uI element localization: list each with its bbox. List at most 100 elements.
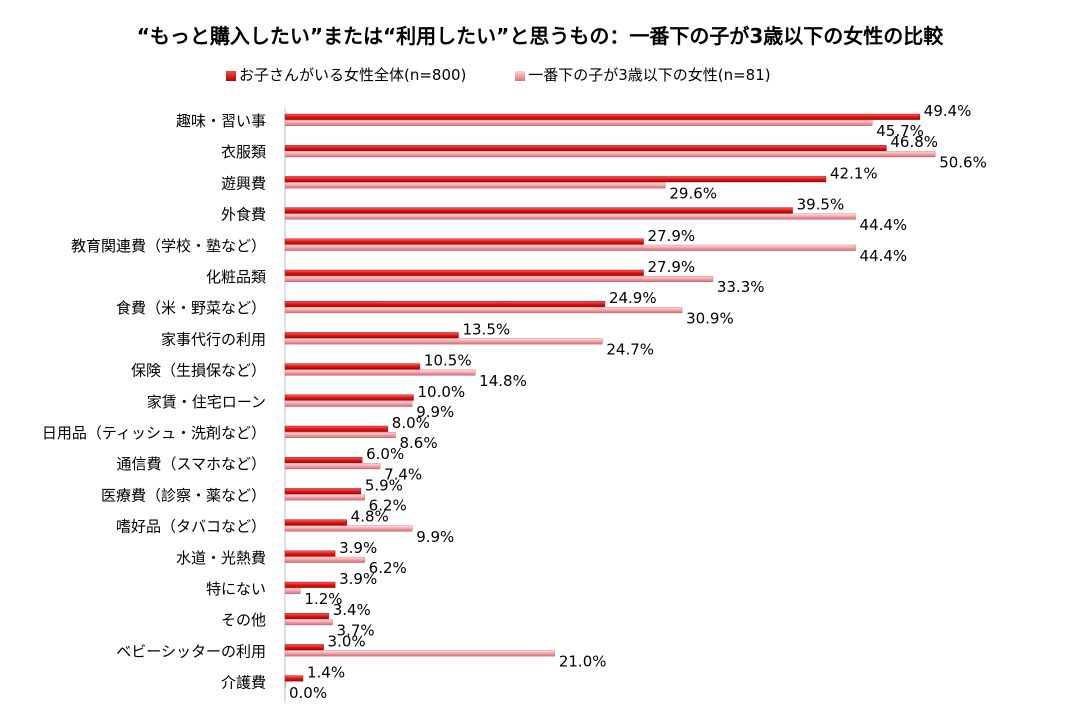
bar-all <box>284 613 329 620</box>
data-label-all: 27.9% <box>648 227 696 245</box>
legend-label-all-mothers: お子さんがいる女性全体(n=800) <box>239 66 467 84</box>
bar-under3 <box>284 119 873 126</box>
bar-all <box>284 113 920 120</box>
bar-under3 <box>284 307 683 314</box>
data-label-all: 10.0% <box>418 383 466 401</box>
data-label-all: 49.4% <box>924 102 972 120</box>
category-label: 外食費 <box>221 206 266 224</box>
data-label-under3: 21.0% <box>559 653 607 671</box>
category-label: 遊興費 <box>221 174 266 192</box>
data-label-all: 8.0% <box>392 414 430 432</box>
bar-all <box>284 363 421 370</box>
category-label: 食費（米・野菜など） <box>116 299 266 317</box>
data-label-under3: 24.7% <box>606 341 654 359</box>
bar-under3 <box>284 556 365 563</box>
bar-all <box>284 332 459 339</box>
category-label: 保険（生損保など） <box>131 362 266 380</box>
bar-under3 <box>284 244 856 251</box>
bar-under3 <box>284 650 556 657</box>
data-label-under3: 6.2% <box>369 559 407 577</box>
category-label: 家事代行の利用 <box>161 330 266 348</box>
bar-under3 <box>284 182 666 189</box>
data-label-all: 24.9% <box>609 289 657 307</box>
bar-under3 <box>284 619 333 626</box>
bar-under3 <box>284 463 381 470</box>
bar-under3 <box>284 432 396 439</box>
bar-all <box>284 675 304 682</box>
category-label: 衣服類 <box>221 143 266 161</box>
bar-under3 <box>284 276 714 283</box>
category-label: 趣味・習い事 <box>176 112 266 130</box>
data-label-all: 3.9% <box>339 570 377 588</box>
bar-all <box>284 425 389 432</box>
category-label: 介護費 <box>221 674 266 692</box>
bar-all <box>284 581 336 588</box>
category-label: 教育関連費（学校・塾など） <box>71 237 266 255</box>
bar-all <box>284 644 324 651</box>
category-label: ベビーシッターの利用 <box>116 642 266 660</box>
data-label-under3: 9.9% <box>416 403 454 421</box>
legend-item-all-mothers: お子さんがいる女性全体(n=800) <box>226 64 466 85</box>
data-label-all: 3.4% <box>333 601 371 619</box>
data-label-all: 46.8% <box>890 133 938 151</box>
bar-under3 <box>284 151 936 158</box>
data-label-under3: 14.8% <box>479 372 527 390</box>
bar-under3 <box>284 525 413 532</box>
data-label-all: 5.9% <box>365 476 403 494</box>
legend: お子さんがいる女性全体(n=800) 一番下の子が3歳以下の女性(n=81) <box>226 64 815 85</box>
data-label-under3: 6.2% <box>369 497 407 515</box>
bar-all <box>284 301 606 308</box>
bar-under3 <box>284 494 365 501</box>
category-label: 水道・光熱費 <box>176 549 266 567</box>
data-label-under3: 9.9% <box>416 528 454 546</box>
bar-under3 <box>284 400 413 407</box>
bar-all <box>284 238 644 245</box>
data-label-all: 6.0% <box>366 445 404 463</box>
data-label-all: 3.9% <box>339 539 377 557</box>
data-label-under3: 44.4% <box>860 216 908 234</box>
bar-all <box>284 394 414 401</box>
data-label-under3: 33.3% <box>717 278 765 296</box>
category-label: 特にない <box>206 580 266 598</box>
bar-all <box>284 207 793 214</box>
category-label: 化粧品類 <box>206 268 266 286</box>
category-label: 日用品（ティッシュ・洗剤など） <box>42 424 266 442</box>
legend-swatch-youngest-under-3 <box>515 70 526 81</box>
data-label-all: 3.0% <box>328 632 366 650</box>
data-label-all: 42.1% <box>830 164 878 182</box>
bar-under3 <box>284 681 286 688</box>
legend-label-youngest-under-3: 一番下の子が3歳以下の女性(n=81) <box>528 66 771 84</box>
data-label-under3: 44.4% <box>860 247 908 265</box>
bar-all <box>284 519 347 526</box>
category-label: 通信費（スマホなど） <box>116 455 266 473</box>
data-label-under3: 45.7% <box>876 122 924 140</box>
bar-all <box>284 488 362 495</box>
data-label-all: 10.5% <box>424 352 472 370</box>
data-label-all: 1.4% <box>307 664 345 682</box>
bar-under3 <box>284 369 476 376</box>
bar-all <box>284 457 363 464</box>
data-label-under3: 30.9% <box>686 309 734 327</box>
plot-area: 趣味・習い事 49.4%45.7% 衣服類 46.8%50.6% 遊興費 42.1% 29.… <box>42 102 987 703</box>
bar-all <box>284 550 336 557</box>
data-label-all: 27.9% <box>648 258 696 276</box>
data-label-under3: 3.7% <box>337 621 375 639</box>
bar-all <box>284 176 827 183</box>
category-label: その他 <box>221 611 266 629</box>
data-label-under3: 29.6% <box>669 185 717 203</box>
data-label-all: 4.8% <box>351 508 389 526</box>
legend-item-youngest-under-3: 一番下の子が3歳以下の女性(n=81) <box>515 64 771 85</box>
data-label-under3: 50.6% <box>939 153 987 171</box>
data-label-all: 13.5% <box>462 320 510 338</box>
bar-under3 <box>284 338 603 345</box>
legend-swatch-all-mothers <box>226 70 236 81</box>
data-label-under3: 8.6% <box>400 434 438 452</box>
bar-under3 <box>284 588 301 595</box>
category-label: 家賃・住宅ローン <box>147 393 266 411</box>
data-label-under3: 1.2% <box>304 590 342 608</box>
category-label: 嗜好品（タバコなど） <box>116 518 266 536</box>
chart-title: “もっと購入したい”または“利用したい”と思うもの：一番下の子が3歳以下の女性の… <box>136 24 944 48</box>
bar-all <box>284 269 644 276</box>
data-label-all: 39.5% <box>797 196 845 214</box>
